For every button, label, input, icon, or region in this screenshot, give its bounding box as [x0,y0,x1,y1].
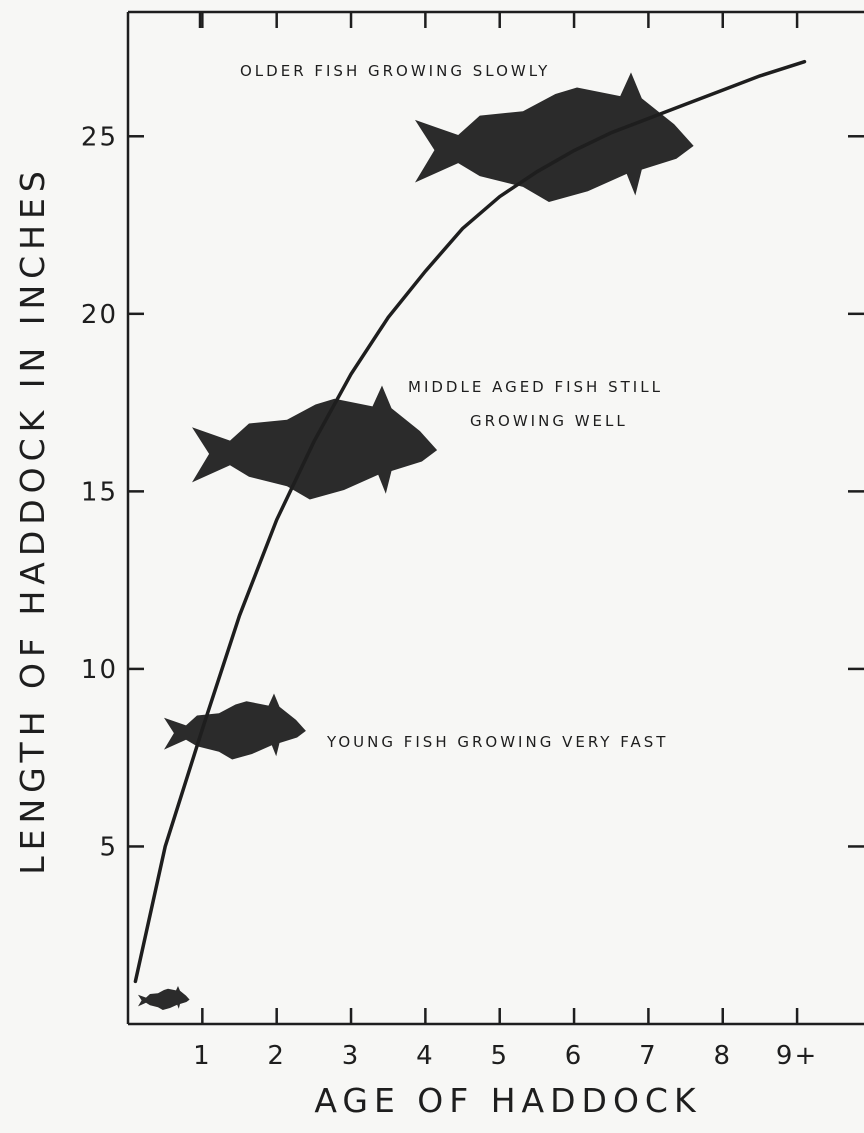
x-tick-label: 9+ [776,1041,818,1071]
y-tick-label: 5 [99,832,118,862]
older-fish-icon [415,72,694,202]
x-tick-label: 2 [267,1041,286,1071]
x-tick-label: 3 [342,1041,361,1071]
y-axis-title: LENGTH OF HADDOCK IN INCHES [13,165,52,875]
young-fish-icon [164,693,306,760]
y-tick-label: 25 [81,122,118,152]
x-tick-label: 4 [416,1041,435,1071]
annotation-middle-aged-line2: GROWING WELL [470,412,628,430]
x-tick-label: 8 [713,1041,732,1071]
growth-curve-line [133,59,807,984]
baby-fish-icon [138,986,190,1010]
annotation-middle-aged-line1: MIDDLE AGED FISH STILL [408,378,663,396]
x-tick-label: 5 [490,1041,509,1071]
x-tick-label: 1 [193,1041,212,1071]
annotation-young-fish: YOUNG FISH GROWING VERY FAST [326,733,668,751]
y-tick-label: 20 [81,300,118,330]
tick-labels-group: 1 2 3 4 5 6 7 8 9+ 5 10 15 20 25 [81,122,818,1071]
x-tick-label: 6 [565,1041,584,1071]
y-tick-label: 15 [81,477,118,507]
x-tick-label: 7 [639,1041,658,1071]
y-tick-label: 10 [81,655,118,685]
annotation-older-fish: OLDER FISH GROWING SLOWLY [240,62,550,80]
x-axis-title: AGE OF HADDOCK [314,1081,701,1120]
ticks-group [128,12,864,1024]
